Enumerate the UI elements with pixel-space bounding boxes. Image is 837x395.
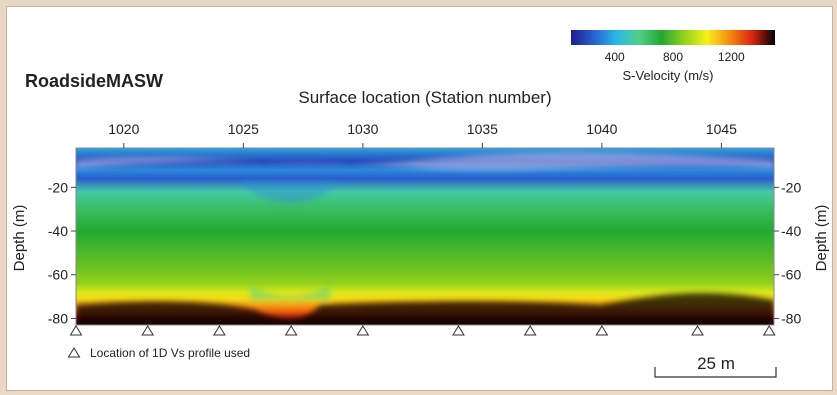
x-tick-label: 1030	[347, 121, 378, 137]
bedrock-high-velocity	[76, 293, 774, 325]
profile-marker	[284, 325, 298, 336]
scale-bar	[654, 367, 777, 378]
profile-marker	[691, 325, 704, 336]
profile-marker	[595, 325, 609, 336]
y-tick-label: -20	[48, 179, 68, 195]
y-tick-label: -80	[781, 310, 801, 326]
x-tick-label: 1035	[467, 121, 498, 137]
profile-marker	[452, 325, 465, 336]
x-tick-label: 1045	[706, 121, 737, 137]
y-tick-label: -80	[48, 310, 68, 326]
y-ticks-left: -20 -40 -60 -80	[48, 179, 76, 326]
plot-border	[75, 147, 775, 326]
colorbar-label: S-Velocity (m/s)	[622, 68, 713, 83]
x-ticks: 1020 1025 1030 1035 1040 1045	[108, 121, 737, 148]
profile-marker	[762, 325, 776, 336]
y-tick-label: -60	[781, 267, 801, 283]
profile-marker	[141, 325, 155, 336]
colorbar-tick-label: 1200	[718, 50, 745, 64]
y-tick-label: -60	[48, 267, 68, 283]
velocity-background	[76, 148, 774, 325]
profile-marker	[523, 325, 537, 336]
colorbar-tick-label: 800	[663, 50, 683, 64]
x-tick-label: 1025	[228, 121, 259, 137]
colorbar	[571, 30, 775, 45]
y-tick-label: -40	[781, 223, 801, 239]
legend-marker-label: Location of 1D Vs profile used	[90, 346, 250, 360]
profile-marker	[69, 325, 83, 336]
profile-markers	[69, 325, 776, 336]
y-axis-title-right: Depth (m)	[813, 205, 830, 272]
y-ticks-right: -20 -40 -60 -80	[774, 179, 801, 326]
low-velocity-zone	[240, 182, 340, 203]
bedrock-trough	[250, 285, 330, 300]
colorbar-ticks: 400 800 1200	[605, 50, 745, 64]
scale-bar-label: 25 m	[697, 354, 735, 373]
y-tick-label: -40	[48, 223, 68, 239]
y-axis-title-left: Depth (m)	[11, 205, 28, 272]
x-tick-label: 1020	[108, 121, 139, 137]
profile-marker	[213, 325, 226, 336]
velocity-section	[76, 148, 774, 325]
y-tick-label: -20	[781, 179, 801, 195]
shallow-high-velocity-band	[76, 152, 774, 171]
x-tick-label: 1040	[586, 121, 617, 137]
profile-marker	[356, 325, 370, 336]
velocity-anomalies	[76, 152, 774, 325]
brand-logo: RoadsideMASW	[25, 71, 163, 91]
x-axis-title: Surface location (Station number)	[298, 88, 551, 107]
colorbar-tick-label: 400	[605, 50, 625, 64]
legend-marker-icon	[67, 347, 81, 358]
